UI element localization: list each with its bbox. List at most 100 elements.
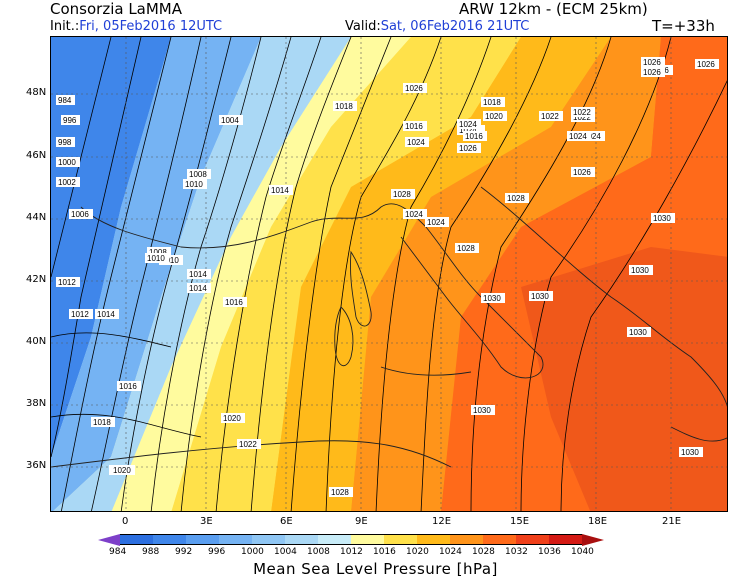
isobar-label: 1026 [457, 143, 481, 153]
svg-text:1030: 1030 [653, 214, 671, 223]
svg-text:1024: 1024 [405, 210, 423, 219]
svg-text:1008: 1008 [189, 170, 207, 179]
zone-1032 [521, 247, 727, 511]
svg-text:1004: 1004 [221, 116, 239, 125]
isobar-label: 1024 [405, 137, 429, 147]
zone-1024 [271, 37, 611, 511]
colorbar-cell [120, 534, 153, 545]
lon-label-21e: 21E [662, 516, 682, 527]
isobar-label: 1026 [571, 167, 595, 177]
isobar-label: 1030 [651, 213, 675, 223]
colorbar-cell [351, 534, 384, 545]
isobar-label: 1016 [463, 131, 487, 141]
isobar-label: 1022 [539, 111, 563, 121]
colorbar-level-label: 1012 [340, 547, 363, 557]
isobar-label: 1020 [483, 111, 507, 121]
isobar-label: 1028 [329, 487, 353, 497]
svg-text:1022: 1022 [541, 112, 559, 121]
svg-text:1020: 1020 [485, 112, 503, 121]
colorbar-cell [417, 534, 450, 545]
svg-text:984: 984 [58, 96, 72, 105]
lon-label-18e: 18E [588, 516, 608, 527]
isobar-label: 1028 [455, 243, 479, 253]
pressure-map-svg: 9849969981000100210041006100610081008101… [51, 37, 727, 511]
svg-text:1010: 1010 [185, 180, 203, 189]
lat-label-46n: 46N [26, 150, 47, 161]
colorbar-level-label: 1032 [505, 547, 528, 557]
colorbar-cell [384, 534, 417, 545]
isobar-label: 1024 [403, 209, 427, 219]
isobar-label: 1016 [403, 121, 427, 131]
colorbar-cell [186, 534, 219, 545]
svg-text:1016: 1016 [225, 298, 243, 307]
lat-lon-grid [51, 37, 727, 511]
colorbar-cell [153, 534, 186, 545]
svg-text:1016: 1016 [119, 382, 137, 391]
isobar-label: 1010 [145, 253, 169, 263]
isobar-label: 1030 [471, 405, 495, 415]
zone-1020 [171, 37, 521, 511]
isobar-label: 1026 [641, 67, 665, 77]
colorbar-level-label: 1008 [307, 547, 330, 557]
isobar-label: 1014 [187, 283, 211, 293]
lon-label-0: 0 [122, 516, 129, 527]
isobar-label: 1016 [117, 381, 141, 391]
svg-text:1024: 1024 [583, 132, 601, 141]
svg-text:1028: 1028 [393, 190, 411, 199]
isobar-label: 1020 [111, 465, 135, 475]
isobar-label: 1004 [219, 115, 243, 125]
lat-label-38n: 38N [26, 398, 47, 409]
isobar-label: 1000 [56, 157, 80, 167]
isobar-label: 1030 [629, 265, 653, 275]
svg-text:1030: 1030 [531, 292, 549, 301]
svg-text:1028: 1028 [331, 488, 349, 497]
colorbar-level-label: 996 [208, 547, 226, 557]
svg-text:1000: 1000 [58, 158, 76, 167]
isobar-label: 1024 [457, 119, 481, 129]
isobar-label: 1014 [95, 309, 119, 319]
isobar-label: 1022 [571, 107, 595, 117]
isobar-label: 1012 [56, 277, 80, 287]
isobar-label: 1012 [69, 309, 93, 319]
isobar-label: 1008 [147, 247, 171, 257]
isobar-label: 1024 [567, 131, 591, 141]
colorbar-level-label: 1004 [274, 547, 297, 557]
isobar-label: 998 [56, 137, 75, 147]
colorbar-level-label: 1016 [373, 547, 396, 557]
pressure-map: 9849969981000100210041006100610081008101… [50, 36, 728, 512]
svg-text:1016: 1016 [465, 132, 483, 141]
lon-label-3e: 3E [200, 516, 213, 527]
isobar-label: 1002 [56, 177, 80, 187]
svg-text:1030: 1030 [681, 448, 699, 457]
svg-text:1020: 1020 [223, 414, 241, 423]
isobar-label: 984 [56, 95, 75, 105]
svg-text:1026: 1026 [643, 58, 661, 67]
svg-text:1022: 1022 [239, 440, 257, 449]
lon-label-6e: 6E [280, 516, 293, 527]
colorbar-max-arrow [582, 534, 604, 546]
lat-label-42n: 42N [26, 274, 47, 285]
isobar-label: 1006 [69, 209, 93, 219]
isobar-label: 1010 [159, 255, 183, 265]
svg-text:1030: 1030 [629, 328, 647, 337]
isobar-label: 1018 [481, 97, 505, 107]
colorbar-level-label: 1040 [571, 547, 594, 557]
isobar-label: 1030 [481, 293, 505, 303]
svg-text:1028: 1028 [457, 244, 475, 253]
lon-label-15e: 15E [510, 516, 530, 527]
svg-text:1018: 1018 [335, 102, 353, 111]
isobar-label: 1024 [425, 217, 449, 227]
colorbar-cell [252, 534, 285, 545]
valid-time: Valid:Sat, 06Feb2016 21UTC [345, 19, 529, 34]
svg-text:1026: 1026 [643, 68, 661, 77]
isobar-label: 1008 [187, 169, 211, 179]
zone-1004 [51, 37, 261, 511]
isobar-label: 1018 [333, 101, 357, 111]
svg-text:1006: 1006 [71, 210, 89, 219]
valid-value: Sat, 06Feb2016 21UTC [380, 19, 530, 34]
svg-text:1018: 1018 [483, 98, 501, 107]
isobar-label: 1020 [221, 413, 245, 423]
isobar-label: 1026 [695, 59, 719, 69]
isobar-label: 1018 [91, 417, 115, 427]
init-label: Init.: [50, 19, 80, 34]
